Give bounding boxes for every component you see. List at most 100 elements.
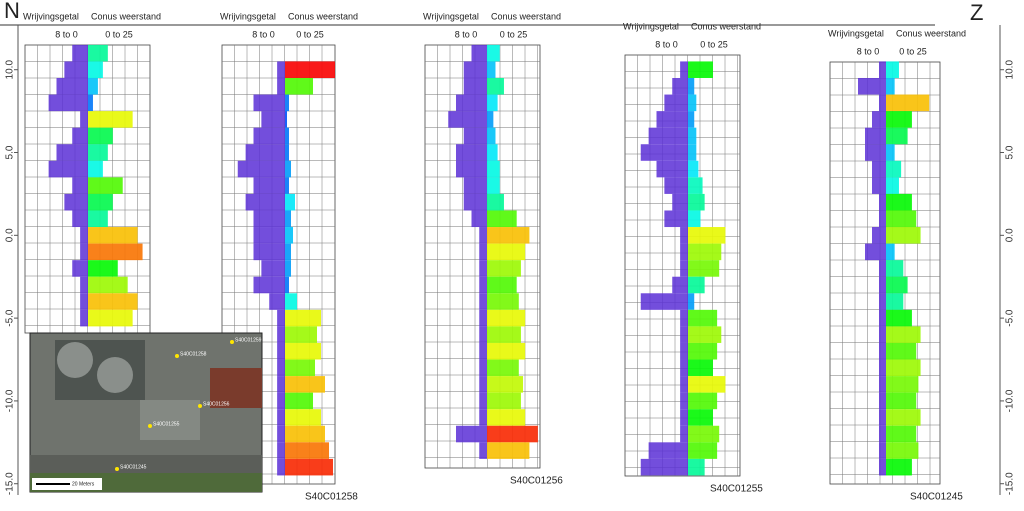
map-point-label: S40C01256: [203, 401, 230, 407]
cone-bar: [688, 409, 713, 426]
friction-bar: [656, 111, 688, 128]
cone-bar: [688, 94, 697, 112]
cone-bar: [88, 210, 108, 228]
friction-bar: [872, 177, 886, 194]
map-tank: [97, 357, 133, 393]
map-building: [210, 368, 262, 408]
friction-bar: [479, 442, 487, 459]
friction-bar: [456, 94, 487, 112]
cone-bar: [285, 293, 297, 310]
map-scale-label: 20 Meters: [72, 481, 95, 487]
friction-bar: [879, 276, 886, 294]
profile-name: S40C01256: [510, 476, 563, 487]
friction-bar: [253, 94, 285, 112]
cone-bar: [487, 293, 519, 310]
friction-bar: [680, 392, 688, 410]
friction-bar: [479, 376, 487, 393]
friction-bar: [463, 127, 487, 145]
friction-bar: [879, 359, 886, 377]
cone-bar: [88, 309, 133, 327]
cpt-profile: Wrijvingsgetal Conus weerstand 8 to 0 0 to …: [623, 21, 763, 494]
friction-bar: [456, 144, 487, 161]
cone-bar: [88, 160, 103, 178]
cone-bar: [487, 392, 521, 410]
friction-bar: [277, 359, 285, 377]
cone-bar: [88, 77, 98, 95]
cone-title: Conus weerstand: [491, 11, 561, 21]
friction-range: 8 to 0: [655, 39, 678, 49]
map-field: [140, 400, 200, 440]
friction-bar: [471, 210, 487, 228]
friction-bar: [72, 44, 88, 62]
cone-bar: [688, 77, 695, 95]
cone-bar: [886, 309, 912, 327]
friction-bar: [456, 160, 487, 178]
friction-bar: [879, 326, 886, 343]
friction-bar: [64, 61, 88, 78]
friction-bar: [80, 227, 88, 244]
cone-bar: [688, 193, 705, 211]
cone-bar: [487, 260, 521, 277]
friction-bar: [680, 243, 688, 261]
y-tick-label: 5.0: [5, 145, 16, 159]
cone-bar: [688, 326, 722, 343]
friction-bar: [479, 326, 487, 343]
cone-bar: [487, 61, 496, 78]
friction-bar: [680, 326, 688, 343]
friction-bar: [879, 193, 886, 211]
cpt-profile: Wrijvingsgetal Conus weerstand 8 to 0 0 to …: [423, 11, 563, 486]
cone-bar: [88, 111, 133, 128]
friction-bar: [664, 210, 688, 228]
cone-bar: [285, 425, 325, 443]
cone-bar: [688, 160, 699, 178]
friction-bar: [879, 61, 886, 78]
cpt-profile: Wrijvingsgetal Conus weerstand 8 to 0 0 to …: [828, 28, 966, 502]
friction-range: 8 to 0: [252, 29, 275, 39]
cone-bar: [88, 276, 128, 294]
cone-bar: [285, 111, 287, 128]
friction-bar: [463, 193, 487, 211]
cone-bar: [285, 458, 333, 476]
cone-bar: [88, 127, 113, 145]
cone-bar: [487, 111, 494, 128]
cone-bar: [285, 409, 321, 426]
friction-bar: [277, 442, 285, 459]
friction-bar: [471, 44, 487, 62]
friction-bar: [253, 210, 285, 228]
cone-bar: [285, 326, 317, 343]
cone-bar: [886, 409, 921, 426]
cone-bar: [886, 425, 917, 443]
friction-bar: [80, 276, 88, 294]
map-point: [175, 354, 179, 358]
cone-bar: [688, 309, 718, 327]
cone-bar: [487, 144, 498, 161]
friction-bar: [80, 243, 88, 261]
friction-bar: [64, 193, 88, 211]
friction-bar: [456, 425, 487, 443]
friction-range: 8 to 0: [55, 29, 78, 39]
cone-bar: [886, 77, 895, 95]
friction-bar: [879, 376, 886, 393]
cone-bar: [886, 458, 912, 476]
friction-bar: [261, 260, 285, 277]
map-point: [148, 424, 152, 428]
cone-bar: [487, 309, 526, 327]
map-point: [115, 467, 119, 471]
cone-bar: [285, 177, 289, 194]
cone-bar: [688, 61, 713, 78]
friction-range: 8 to 0: [455, 29, 478, 39]
friction-title: Wrijvingsgetal: [828, 28, 884, 38]
friction-bar: [479, 260, 487, 277]
friction-bar: [253, 127, 285, 145]
friction-title: Wrijvingsgetal: [220, 11, 276, 21]
cone-bar: [886, 227, 921, 244]
y-tick-label: 0.0: [5, 228, 16, 242]
cone-bar: [886, 94, 930, 112]
friction-bar: [858, 77, 886, 95]
friction-bar: [277, 376, 285, 393]
friction-bar: [640, 293, 688, 310]
cone-bar: [487, 425, 538, 443]
friction-bar: [56, 77, 88, 95]
cone-bar: [487, 442, 530, 459]
cone-bar: [487, 243, 526, 261]
